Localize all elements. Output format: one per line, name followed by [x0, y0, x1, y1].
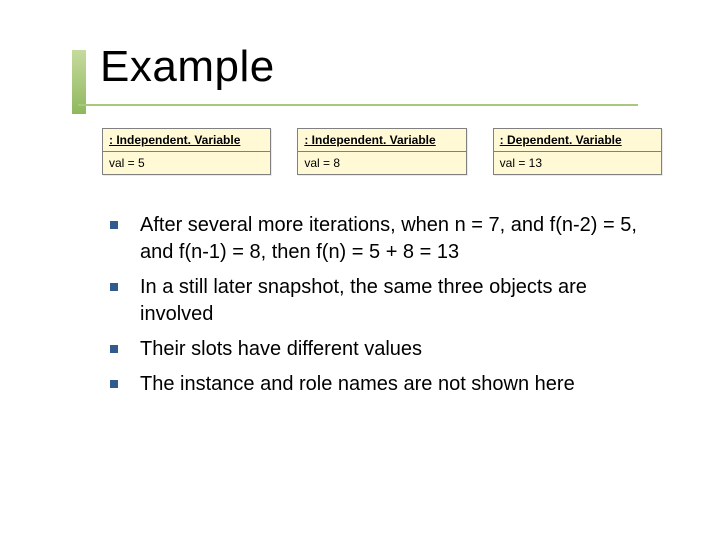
list-item: In a still later snapshot, the same thre…: [110, 274, 658, 328]
object-box: : Independent. Variable val = 5: [102, 128, 271, 175]
object-box: : Independent. Variable val = 8: [297, 128, 466, 175]
object-box-row: : Independent. Variable val = 5 : Indepe…: [102, 128, 662, 175]
square-bullet-icon: [110, 380, 118, 388]
list-item: After several more iterations, when n = …: [110, 212, 658, 266]
list-item: The instance and role names are not show…: [110, 371, 658, 398]
object-box-slot: val = 5: [103, 152, 270, 174]
object-box-header: : Independent. Variable: [298, 129, 465, 152]
object-box-header: : Independent. Variable: [103, 129, 270, 152]
square-bullet-icon: [110, 283, 118, 291]
bullet-text: In a still later snapshot, the same thre…: [140, 274, 658, 328]
title-block: Example: [78, 42, 275, 92]
object-box-header: : Dependent. Variable: [494, 129, 661, 152]
bullet-text: Their slots have different values: [140, 336, 422, 363]
page-title: Example: [78, 42, 275, 92]
title-underline: [78, 104, 638, 106]
object-box-header-text: : Independent. Variable: [109, 133, 240, 147]
bullet-text: The instance and role names are not show…: [140, 371, 575, 398]
list-item: Their slots have different values: [110, 336, 658, 363]
object-box-header-text: : Dependent. Variable: [500, 133, 622, 147]
square-bullet-icon: [110, 345, 118, 353]
slide: Example : Independent. Variable val = 5 …: [0, 0, 720, 540]
bullet-text: After several more iterations, when n = …: [140, 212, 658, 266]
object-box-slot: val = 13: [494, 152, 661, 174]
bullet-list: After several more iterations, when n = …: [110, 212, 658, 406]
square-bullet-icon: [110, 221, 118, 229]
object-box: : Dependent. Variable val = 13: [493, 128, 662, 175]
object-box-header-text: : Independent. Variable: [304, 133, 435, 147]
object-box-slot: val = 8: [298, 152, 465, 174]
